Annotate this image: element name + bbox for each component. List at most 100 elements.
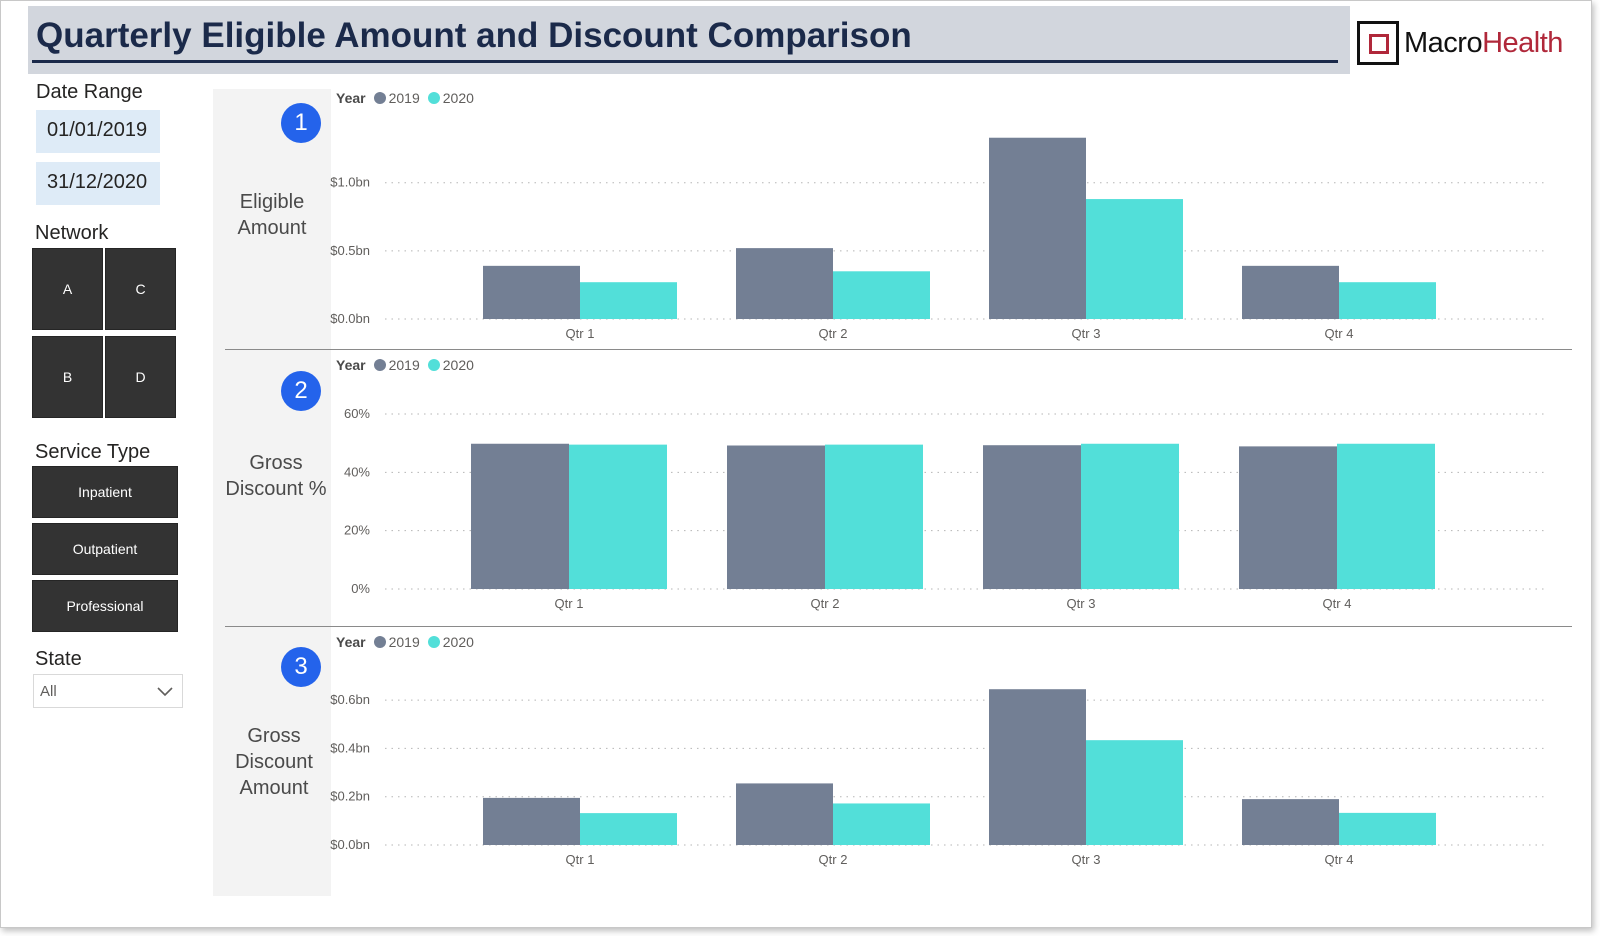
y-tick-label: 20% <box>344 523 370 538</box>
bar-2019-qtr-1[interactable] <box>483 797 580 845</box>
x-tick-label: Qtr 4 <box>1323 596 1352 611</box>
chart-divider <box>225 626 1572 627</box>
title-underline <box>32 60 1338 63</box>
y-tick-label: 60% <box>344 406 370 421</box>
gross-discount-amount-chart: $0.0bn $0.2bn $0.4bn $0.6bn Qtr 1 Qtr 2 Qtr 3 Q… <box>330 689 1545 867</box>
bar-2020-qtr-2[interactable] <box>833 271 930 319</box>
legend-label-2020: 2020 <box>442 634 474 650</box>
legend-title: Year <box>336 357 366 373</box>
y-tick-label: $0.0bn <box>330 311 370 326</box>
legend-dot-2019 <box>373 636 386 648</box>
bar-2020-qtr-3[interactable] <box>1081 443 1179 589</box>
bar-2020-qtr-1[interactable] <box>580 282 677 319</box>
legend-dot-2020 <box>427 92 440 104</box>
x-tick-label: Qtr 1 <box>566 852 595 867</box>
network-tile-b[interactable]: B <box>32 336 103 418</box>
logo-primary-text: Macro <box>1404 27 1483 59</box>
bar-2020-qtr-2[interactable] <box>825 444 923 589</box>
bar-2019-qtr-1[interactable] <box>471 443 569 589</box>
y-tick-label: $0.5bn <box>330 243 370 258</box>
y-tick-label: 0% <box>351 581 370 596</box>
company-logo: MacroHealth <box>1357 21 1567 65</box>
legend-item-2019[interactable]: 2019 <box>373 357 420 373</box>
chart-1-legend: Year 2019 2020 <box>336 90 482 106</box>
y-tick-label: $1.0bn <box>330 175 370 190</box>
bar-2020-qtr-2[interactable] <box>833 803 930 845</box>
network-tile-a[interactable]: A <box>32 248 103 330</box>
bar-2019-qtr-4[interactable] <box>1242 799 1339 845</box>
chart-3-metric-label: Gross Discount Amount <box>235 725 313 799</box>
chart-2-number-badge: 2 <box>281 371 321 411</box>
x-tick-label: Qtr 3 <box>1072 326 1101 341</box>
bar-2020-qtr-1[interactable] <box>569 444 667 589</box>
chevron-down-icon <box>157 687 173 697</box>
legend-dot-2019 <box>373 359 386 371</box>
legend-title: Year <box>336 90 366 106</box>
state-selected-value: All <box>40 683 57 700</box>
bar-2019-qtr-4[interactable] <box>1239 446 1337 589</box>
bar-2020-qtr-3[interactable] <box>1086 740 1183 845</box>
x-tick-label: Qtr 4 <box>1325 326 1354 341</box>
gross-discount-percent-chart: 0% 20% 40% 60% Qtr 1 Qtr 2 Qtr 3 Qtr 4 <box>344 406 1545 611</box>
legend-item-2019[interactable]: 2019 <box>373 90 420 106</box>
eligible-amount-chart: $0.0bn $0.5bn $1.0bn Qtr 1 Qtr 2 Qtr 3 Qtr 4 <box>330 137 1545 341</box>
x-tick-label: Qtr 2 <box>811 596 840 611</box>
x-tick-label: Qtr 4 <box>1325 852 1354 867</box>
bar-2019-qtr-4[interactable] <box>1242 265 1339 319</box>
legend-dot-2019 <box>373 92 386 104</box>
bar-2019-qtr-3[interactable] <box>989 137 1086 319</box>
legend-title: Year <box>336 634 366 650</box>
legend-label-2019: 2019 <box>388 634 420 650</box>
x-tick-label: Qtr 2 <box>819 326 848 341</box>
legend-dot-2020 <box>427 359 440 371</box>
x-tick-label: Qtr 2 <box>819 852 848 867</box>
chart-divider <box>225 349 1572 350</box>
page-title: Quarterly Eligible Amount and Discount C… <box>36 16 912 55</box>
bar-2019-qtr-2[interactable] <box>736 783 833 845</box>
y-tick-label: $0.2bn <box>330 789 370 804</box>
chart-3-legend: Year 2019 2020 <box>336 634 482 650</box>
bar-2020-qtr-4[interactable] <box>1339 282 1436 319</box>
chart-3-number-badge: 3 <box>281 647 321 687</box>
bar-2020-qtr-4[interactable] <box>1337 443 1435 589</box>
service-tile-professional[interactable]: Professional <box>32 580 178 632</box>
bar-2019-qtr-2[interactable] <box>727 445 825 590</box>
bar-2020-qtr-1[interactable] <box>580 813 677 845</box>
logo-mark-icon <box>1357 21 1399 65</box>
chart-2-legend: Year 2019 2020 <box>336 357 482 373</box>
state-dropdown[interactable]: All <box>33 674 183 708</box>
legend-item-2020[interactable]: 2020 <box>427 90 474 106</box>
network-tile-c[interactable]: C <box>105 248 176 330</box>
bar-2019-qtr-3[interactable] <box>989 689 1086 845</box>
legend-label-2020: 2020 <box>442 357 474 373</box>
date-range-label: Date Range <box>36 81 143 103</box>
metric-labels-panel <box>213 89 331 896</box>
service-tile-outpatient[interactable]: Outpatient <box>32 523 178 575</box>
legend-item-2019[interactable]: 2019 <box>373 634 420 650</box>
legend-label-2019: 2019 <box>388 357 420 373</box>
y-tick-label: $0.4bn <box>330 740 370 755</box>
start-date-input[interactable]: 01/01/2019 <box>36 110 160 153</box>
service-type-label: Service Type <box>35 441 151 463</box>
x-tick-label: Qtr 3 <box>1067 596 1096 611</box>
x-tick-label: Qtr 3 <box>1072 852 1101 867</box>
legend-label-2019: 2019 <box>388 90 420 106</box>
logo-wordmark: MacroHealth <box>1404 27 1563 60</box>
legend-label-2020: 2020 <box>442 90 474 106</box>
bar-2019-qtr-2[interactable] <box>736 248 833 319</box>
x-tick-label: Qtr 1 <box>566 326 595 341</box>
chart-2-metric-label: Gross Discount % <box>225 452 327 500</box>
y-tick-label: $0.0bn <box>330 837 370 852</box>
bar-2019-qtr-3[interactable] <box>983 445 1081 589</box>
x-tick-label: Qtr 1 <box>555 596 584 611</box>
bar-2020-qtr-3[interactable] <box>1086 199 1183 319</box>
legend-item-2020[interactable]: 2020 <box>427 357 474 373</box>
chart-1-metric-label: Eligible Amount <box>237 191 307 239</box>
end-date-input[interactable]: 31/12/2020 <box>36 162 160 205</box>
bar-2020-qtr-4[interactable] <box>1339 812 1436 845</box>
legend-item-2020[interactable]: 2020 <box>427 634 474 650</box>
bar-2019-qtr-1[interactable] <box>483 265 580 319</box>
service-tile-inpatient[interactable]: Inpatient <box>32 466 178 518</box>
network-tile-d[interactable]: D <box>105 336 176 418</box>
logo-secondary-text: Health <box>1482 27 1563 59</box>
